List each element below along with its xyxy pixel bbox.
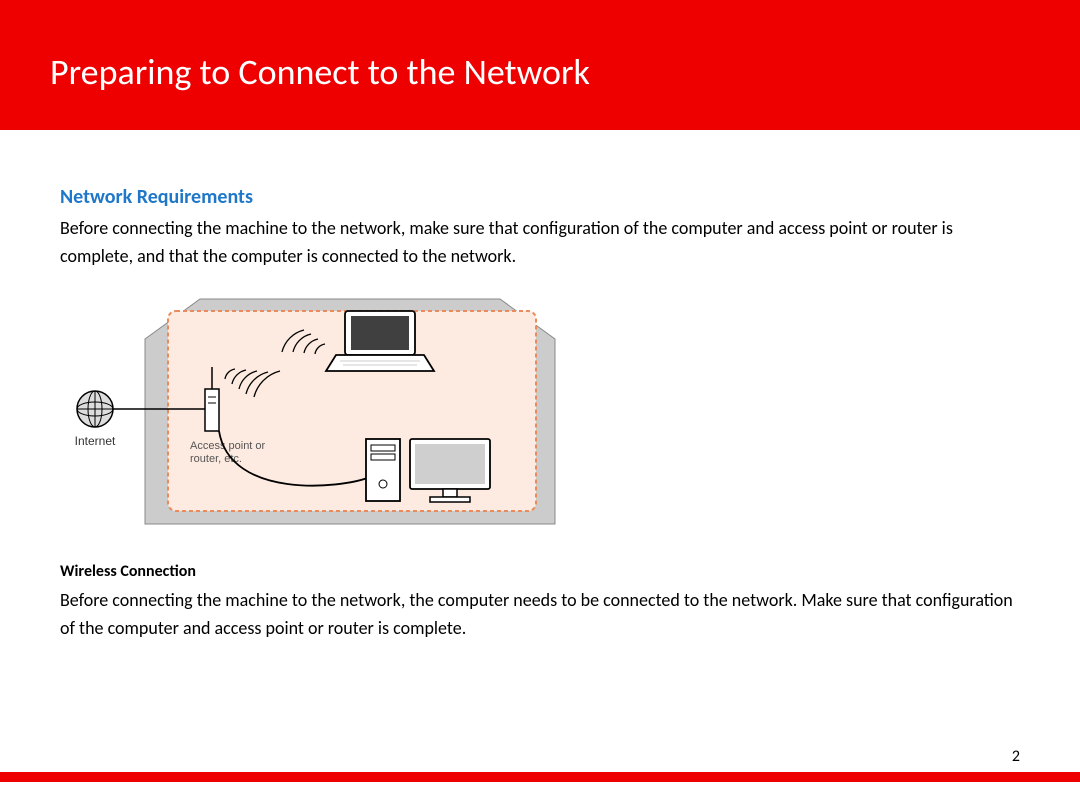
section-heading: Network Requirements [60,185,1020,209]
main-content: Network Requirements Before connecting t… [0,130,1080,643]
router-label-line2: router, etc. [190,453,242,465]
network-diagram: Internet Access point or router, etc. [60,289,1020,544]
desktop-tower-icon [366,439,400,501]
internet-globe-icon [77,391,113,427]
footer-bar [0,772,1080,782]
router-label-line1: Access point or [190,440,266,452]
page-title: Preparing to Connect to the Network [50,50,1080,94]
intro-paragraph: Before connecting the machine to the net… [60,215,1020,271]
subsection-heading: Wireless Connection [60,562,1020,581]
page-number: 2 [1012,747,1020,766]
header-band: Preparing to Connect to the Network [0,0,1080,130]
internet-label: Internet [75,434,116,448]
subsection-body: Before connecting the machine to the net… [60,587,1020,643]
diagram-svg: Internet Access point or router, etc. [60,289,600,539]
